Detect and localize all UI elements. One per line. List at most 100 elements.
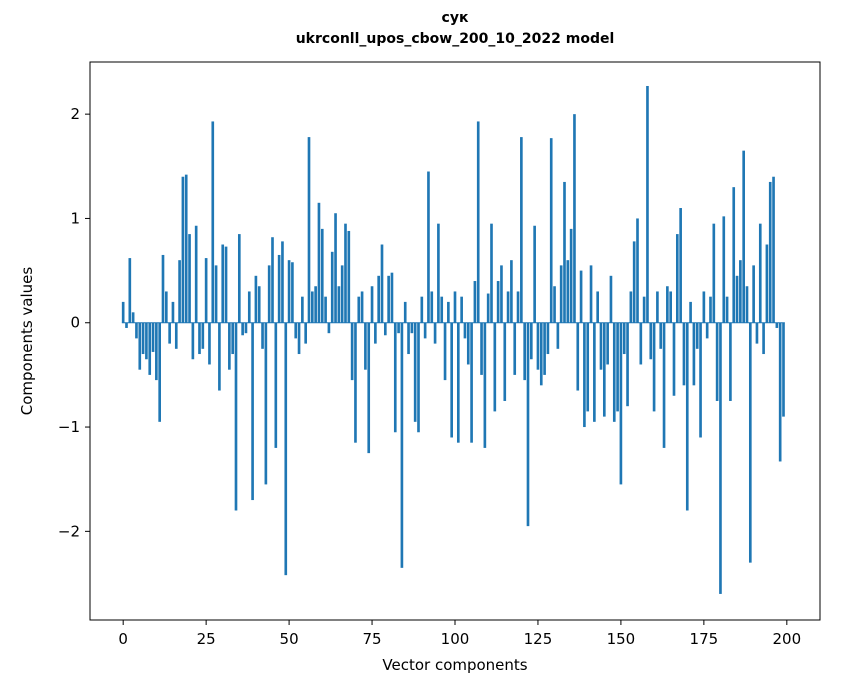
bar xyxy=(390,272,394,323)
bar xyxy=(735,275,739,323)
x-tick-label: 125 xyxy=(524,630,553,648)
bar xyxy=(430,291,434,323)
bar xyxy=(327,322,331,334)
bar xyxy=(523,322,526,381)
bar xyxy=(599,322,603,370)
bar xyxy=(201,322,205,349)
bar xyxy=(520,137,523,323)
bar xyxy=(778,322,782,462)
bar xyxy=(682,322,686,386)
bar xyxy=(639,322,643,365)
bar xyxy=(211,121,215,323)
y-tick-label: 2 xyxy=(70,105,80,123)
bar xyxy=(463,322,467,339)
bar xyxy=(636,218,639,323)
bar xyxy=(141,322,145,355)
bar xyxy=(662,322,666,448)
bar xyxy=(261,322,264,349)
chart-title-line-2: ukrconll_upos_cbow_200_10_2022 model xyxy=(295,31,615,47)
bar xyxy=(629,291,633,323)
bar xyxy=(267,265,271,323)
bar xyxy=(589,265,593,323)
bar xyxy=(775,322,779,328)
bar xyxy=(277,254,281,323)
bar xyxy=(500,265,503,323)
bar xyxy=(420,296,424,323)
bar xyxy=(287,260,291,323)
bar xyxy=(191,322,195,360)
bar xyxy=(247,291,251,323)
bar xyxy=(125,322,128,328)
bar xyxy=(310,291,314,323)
bar xyxy=(450,322,453,438)
bar xyxy=(324,296,327,323)
bar xyxy=(529,322,533,360)
bar xyxy=(188,234,191,323)
bar xyxy=(762,322,765,355)
bar xyxy=(689,301,692,323)
bar xyxy=(168,322,171,344)
bar xyxy=(178,260,181,323)
bar xyxy=(218,322,221,391)
bar xyxy=(174,322,178,349)
bar xyxy=(473,281,477,323)
bar xyxy=(417,322,420,433)
bar xyxy=(496,281,500,323)
bar xyxy=(314,286,317,323)
bar xyxy=(254,275,258,323)
bar xyxy=(171,301,175,323)
bar xyxy=(546,322,550,355)
bar xyxy=(128,258,132,323)
bar xyxy=(748,322,752,563)
bar xyxy=(367,322,371,454)
x-tick-label: 25 xyxy=(197,630,216,648)
bar xyxy=(672,322,676,396)
bar xyxy=(772,176,775,323)
bar xyxy=(423,322,427,339)
bar xyxy=(301,296,304,323)
bar xyxy=(569,228,573,323)
bar xyxy=(659,322,663,349)
bar xyxy=(685,322,689,511)
bar xyxy=(427,171,430,323)
bar xyxy=(453,291,457,323)
bar xyxy=(480,322,483,375)
bar xyxy=(350,322,354,381)
chart-title-line-1: сук xyxy=(441,10,469,26)
bar xyxy=(221,244,225,323)
y-axis-label: Components values xyxy=(18,266,36,416)
bar xyxy=(712,223,716,323)
bar xyxy=(334,213,337,323)
bar xyxy=(656,291,659,323)
bar xyxy=(679,208,682,323)
bar xyxy=(437,223,440,323)
bar xyxy=(543,322,546,375)
bar xyxy=(347,230,351,323)
bar xyxy=(145,322,148,360)
bar xyxy=(340,265,344,323)
bar xyxy=(695,322,699,349)
bar xyxy=(304,322,307,344)
bar xyxy=(284,322,288,576)
x-tick-label: 200 xyxy=(772,630,801,648)
bar xyxy=(214,265,218,323)
bar xyxy=(476,121,480,323)
bar xyxy=(483,322,487,448)
bar xyxy=(307,137,311,323)
bar xyxy=(549,138,553,323)
bar xyxy=(533,225,536,323)
bar xyxy=(619,322,623,485)
bar xyxy=(576,322,580,391)
bar xyxy=(380,244,384,323)
bar xyxy=(622,322,626,355)
bar xyxy=(151,322,155,352)
bar xyxy=(354,322,357,443)
bar xyxy=(692,322,696,386)
bar xyxy=(782,322,785,417)
bar xyxy=(357,296,361,323)
bar xyxy=(387,275,390,323)
bar xyxy=(729,322,732,401)
bar xyxy=(602,322,606,417)
bar xyxy=(702,291,706,323)
bar xyxy=(513,322,517,375)
